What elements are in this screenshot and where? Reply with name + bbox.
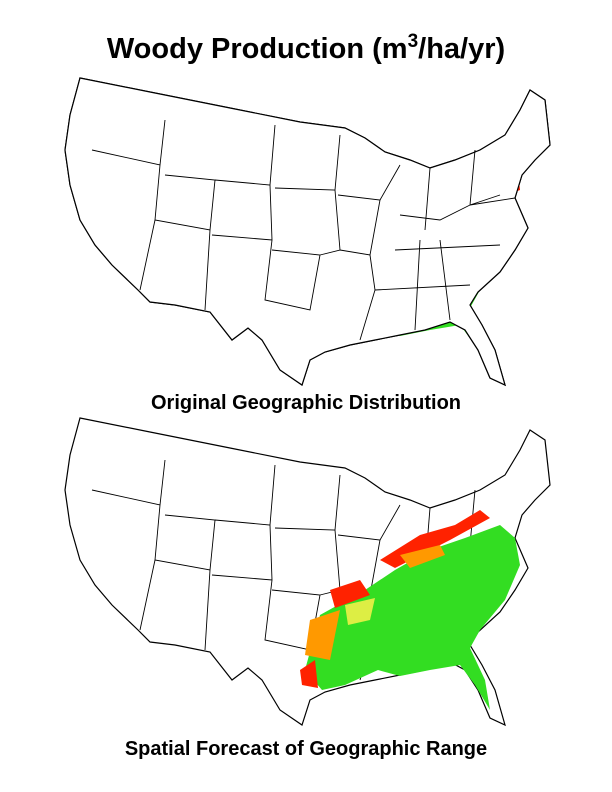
map-caption: Spatial Forecast of Geographic Range (125, 738, 487, 760)
map (64, 77, 551, 386)
title: Woody Production (m3/ha/yr) (107, 31, 505, 65)
map (64, 417, 551, 726)
title-text: /ha/yr) (418, 33, 505, 65)
map-caption: Original Geographic Distribution (151, 392, 461, 414)
title-superscript: 3 (408, 31, 419, 52)
title-text: Woody Production (m (107, 33, 408, 65)
